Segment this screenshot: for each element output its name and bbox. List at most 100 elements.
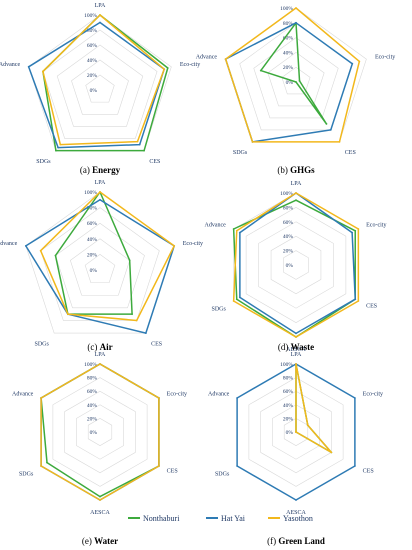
- data-point: [251, 140, 254, 143]
- data-point: [99, 198, 101, 201]
- data-point: [24, 244, 27, 247]
- data-point: [338, 140, 341, 143]
- axis-label-lpa: LPA: [291, 181, 302, 187]
- tick-label: 20%: [283, 65, 294, 71]
- grid-ring: [84, 254, 116, 283]
- data-point: [330, 451, 333, 454]
- tick-label: 100%: [280, 362, 293, 368]
- data-point: [46, 461, 48, 464]
- grid-ring: [281, 66, 311, 95]
- tick-label: 100%: [84, 13, 97, 19]
- grid-ring: [260, 390, 332, 474]
- axis-label-advance: Advance: [0, 62, 20, 68]
- radar-panel-6: 0% 20% 40% 60% 80% 100% LPA Eco-city CES AESCA SDG…: [208, 352, 383, 546]
- data-point: [67, 313, 69, 316]
- axis-label-sdgs: SDGs: [36, 159, 51, 165]
- series-line-hat-yai: [25, 199, 175, 334]
- data-point: [55, 149, 57, 152]
- axis-label-aesca: AESCA: [286, 347, 306, 353]
- data-point: [295, 332, 297, 335]
- data-point: [354, 229, 357, 232]
- data-point: [39, 249, 42, 252]
- tick-label: 60%: [283, 389, 294, 395]
- data-point: [236, 397, 239, 399]
- data-point: [224, 58, 227, 61]
- data-point: [295, 21, 297, 24]
- data-point: [295, 199, 297, 202]
- data-point: [166, 67, 169, 69]
- axis-label-advance: Advance: [196, 54, 218, 60]
- data-point: [232, 228, 235, 230]
- data-point: [295, 7, 297, 9]
- axis-label-advance: Advance: [205, 223, 227, 229]
- data-point: [238, 296, 241, 299]
- data-point: [173, 244, 176, 247]
- data-point: [27, 65, 30, 68]
- tick-label: 40%: [283, 234, 294, 240]
- panel-caption: (f) Green Land: [267, 536, 325, 546]
- axis-label-aesca: AESCA: [90, 510, 110, 516]
- grid-ring: [267, 52, 325, 107]
- data-point: [295, 431, 297, 433]
- axis-label-lpa: LPA: [291, 0, 302, 2]
- radar-panel-5: 0% 20% 40% 60% 80% 100% LPA Eco-city CES AESCA SDG…: [12, 352, 187, 546]
- data-point: [138, 143, 141, 146]
- series-line-yasothon: [42, 14, 165, 146]
- data-point: [144, 332, 147, 335]
- data-point: [354, 298, 357, 301]
- radar-panel-4: 0% 20% 40% 60% 80% 100% LPA Eco-city CES AESCA SDG…: [205, 181, 387, 353]
- tick-label: 60%: [87, 389, 98, 395]
- series-line-hat-yai: [27, 21, 165, 149]
- data-point: [357, 300, 360, 302]
- tick-label: 80%: [283, 376, 294, 382]
- data-point: [57, 146, 60, 149]
- data-point: [259, 69, 262, 72]
- axis-label-eco-city: Eco-city: [363, 392, 383, 398]
- tick-label: 0%: [286, 430, 294, 436]
- data-point: [99, 495, 101, 498]
- grid-ring: [64, 390, 136, 474]
- tick-label: 0%: [286, 80, 294, 86]
- data-point: [357, 228, 360, 230]
- series-line-yasothon: [232, 192, 360, 338]
- axis-label-advance: Advance: [0, 241, 18, 247]
- data-point: [295, 81, 297, 83]
- data-point: [353, 465, 356, 467]
- grid-ring: [42, 29, 158, 139]
- tick-label: 80%: [283, 21, 294, 27]
- data-point: [135, 319, 138, 322]
- grid-ring: [258, 221, 334, 309]
- legend-label: Hat Yai: [221, 514, 246, 523]
- legend: Nonthaburi Hat Yai Yasothon: [128, 514, 313, 523]
- tick-label: 100%: [280, 6, 293, 12]
- data-point: [128, 259, 131, 262]
- tick-label: 0%: [90, 430, 98, 436]
- caption-prefix: (f): [267, 536, 278, 546]
- data-point: [99, 14, 101, 16]
- data-point: [54, 254, 57, 257]
- tick-label: 20%: [87, 416, 98, 422]
- axis-label-eco-city: Eco-city: [375, 54, 395, 60]
- data-point: [157, 465, 160, 467]
- grid-ring: [40, 363, 160, 501]
- axis-label-eco-city: Eco-city: [183, 241, 203, 247]
- caption-title: Water: [94, 536, 118, 546]
- axis-label-lpa: LPA: [95, 352, 106, 358]
- grid-ring: [272, 404, 320, 460]
- grid-ring: [71, 59, 129, 115]
- data-point: [298, 79, 301, 82]
- series-line-hat-yai: [224, 22, 354, 143]
- caption-prefix: (e): [82, 536, 94, 546]
- legend-label: Yasothon: [283, 514, 313, 523]
- axis-label-lpa: LPA: [95, 3, 106, 9]
- caption-title: Energy: [92, 165, 120, 175]
- tick-label: 100%: [84, 362, 97, 368]
- axis-label-eco-city: Eco-city: [167, 392, 187, 398]
- panel-caption: (a) Energy: [80, 165, 121, 175]
- data-point: [236, 465, 239, 467]
- series-line-yasothon: [39, 191, 175, 322]
- grid-ring: [55, 222, 145, 309]
- panel-caption: (e) Water: [82, 536, 118, 546]
- data-point: [99, 191, 101, 193]
